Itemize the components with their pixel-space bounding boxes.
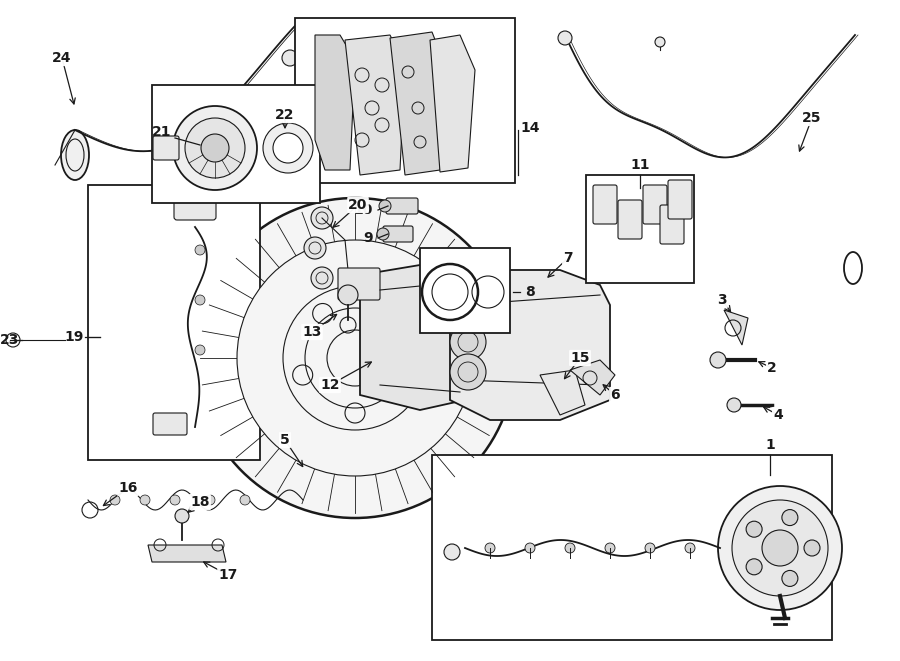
- Circle shape: [379, 200, 391, 212]
- Circle shape: [338, 285, 358, 305]
- Text: 12: 12: [320, 378, 340, 392]
- Bar: [88, 185, 260, 460]
- Text: 3: 3: [717, 293, 727, 307]
- Polygon shape: [390, 32, 445, 175]
- Circle shape: [185, 118, 245, 178]
- Circle shape: [311, 267, 333, 289]
- Text: 8: 8: [525, 285, 535, 299]
- Circle shape: [304, 237, 326, 259]
- FancyBboxPatch shape: [618, 200, 642, 239]
- Circle shape: [804, 540, 820, 556]
- Circle shape: [746, 559, 762, 575]
- Circle shape: [311, 207, 333, 229]
- FancyBboxPatch shape: [386, 198, 418, 214]
- Text: 13: 13: [302, 325, 321, 339]
- Circle shape: [140, 495, 150, 505]
- Circle shape: [710, 352, 726, 368]
- Circle shape: [237, 240, 473, 476]
- Circle shape: [782, 510, 798, 525]
- FancyBboxPatch shape: [668, 180, 692, 219]
- Circle shape: [485, 543, 495, 553]
- Circle shape: [201, 134, 229, 162]
- Circle shape: [170, 495, 180, 505]
- Text: 17: 17: [219, 568, 238, 582]
- Text: 10: 10: [354, 203, 373, 217]
- Circle shape: [762, 530, 798, 566]
- Circle shape: [273, 133, 303, 163]
- Text: 19: 19: [64, 330, 84, 344]
- Text: 25: 25: [802, 111, 822, 125]
- Polygon shape: [345, 35, 405, 175]
- Text: 11: 11: [630, 158, 650, 172]
- Circle shape: [444, 544, 460, 560]
- Circle shape: [450, 292, 486, 328]
- Circle shape: [377, 228, 389, 240]
- Bar: [432, 455, 832, 640]
- Circle shape: [173, 106, 257, 190]
- Circle shape: [195, 345, 205, 355]
- FancyBboxPatch shape: [383, 226, 413, 242]
- FancyBboxPatch shape: [338, 268, 380, 300]
- Polygon shape: [450, 270, 610, 420]
- Bar: [152, 85, 320, 203]
- Bar: [295, 18, 515, 183]
- Text: 2: 2: [767, 361, 777, 375]
- Circle shape: [205, 495, 215, 505]
- Circle shape: [645, 543, 655, 553]
- Circle shape: [263, 123, 313, 173]
- Text: 16: 16: [118, 481, 138, 495]
- Circle shape: [195, 295, 205, 305]
- Text: 18: 18: [190, 495, 210, 509]
- Text: 24: 24: [52, 51, 72, 65]
- Circle shape: [110, 495, 120, 505]
- Text: 14: 14: [520, 121, 540, 135]
- Text: 15: 15: [571, 351, 590, 365]
- Text: 20: 20: [348, 198, 368, 212]
- Polygon shape: [724, 310, 748, 345]
- Circle shape: [525, 543, 535, 553]
- Text: 9: 9: [364, 231, 373, 245]
- FancyBboxPatch shape: [153, 136, 179, 160]
- Bar: [420, 248, 510, 333]
- Circle shape: [732, 500, 828, 596]
- Circle shape: [450, 354, 486, 390]
- Text: 21: 21: [152, 125, 172, 139]
- Polygon shape: [430, 35, 475, 172]
- Text: 6: 6: [610, 388, 620, 402]
- Polygon shape: [570, 360, 615, 395]
- Circle shape: [727, 398, 741, 412]
- FancyBboxPatch shape: [643, 185, 667, 224]
- Polygon shape: [148, 545, 226, 562]
- Polygon shape: [360, 265, 465, 410]
- FancyBboxPatch shape: [153, 413, 187, 435]
- Circle shape: [558, 31, 572, 45]
- Circle shape: [655, 37, 665, 47]
- Circle shape: [195, 198, 515, 518]
- Polygon shape: [315, 35, 355, 170]
- Text: 23: 23: [0, 333, 20, 347]
- Text: 22: 22: [275, 108, 295, 122]
- Circle shape: [605, 543, 615, 553]
- Circle shape: [746, 521, 762, 537]
- Circle shape: [283, 286, 427, 430]
- Circle shape: [782, 570, 798, 586]
- Text: 1: 1: [765, 438, 775, 452]
- Polygon shape: [540, 370, 585, 415]
- Circle shape: [450, 324, 486, 360]
- Circle shape: [282, 50, 298, 66]
- Text: 5: 5: [280, 433, 290, 447]
- Text: 7: 7: [563, 251, 572, 265]
- FancyBboxPatch shape: [174, 192, 216, 220]
- Circle shape: [685, 543, 695, 553]
- Circle shape: [195, 245, 205, 255]
- Circle shape: [565, 543, 575, 553]
- FancyBboxPatch shape: [593, 185, 617, 224]
- Circle shape: [718, 486, 842, 610]
- Circle shape: [240, 495, 250, 505]
- Bar: [586, 175, 694, 283]
- Circle shape: [175, 509, 189, 523]
- FancyBboxPatch shape: [660, 205, 684, 244]
- Ellipse shape: [61, 130, 89, 180]
- Text: 4: 4: [773, 408, 783, 422]
